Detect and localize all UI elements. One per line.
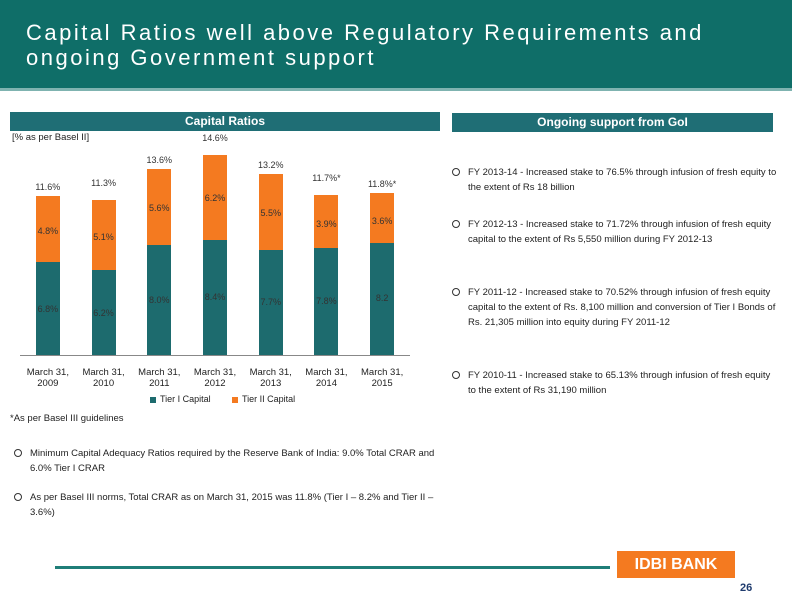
total-label: 13.2% [257,160,284,171]
legend-swatch [150,397,156,403]
bar-segment [203,155,227,240]
legend-swatch [232,397,238,403]
bar-segment [370,242,395,355]
x-tick-label: March 31, 2009 [26,367,69,389]
bullet: As per Basel III norms, Total CRAR as on… [14,490,440,520]
rule [0,88,792,91]
bar-segment [370,193,395,243]
value-label: 4.8% [37,225,59,236]
bar-segment [91,270,116,355]
value-label: 6.8% [37,303,59,314]
value-label: 8.4% [204,291,226,302]
x-tick-label: March 31, 2015 [361,367,404,389]
chart: 6.8% 4.8% 11.6% March 31, 2009 6.2% 5.1% 11.3%… [0,0,450,430]
value-label: 5.5% [260,208,281,219]
value-label: 5.1% [93,231,114,242]
x-tick-label: March 31, 2012 [193,367,237,389]
bullet: FY 2010-11 - Increased stake to 65.13% t… [452,368,778,398]
bar-segment [35,196,60,262]
value-label: 6.2% [93,308,114,319]
total-label: 13.6% [146,154,173,165]
x-tick-label: March 31, 2014 [305,367,348,389]
logo: IDBI BANK [617,551,735,578]
panel-title: Ongoing support from GoI [452,113,773,132]
bar-segment [258,249,283,355]
value-label: 3.9% [316,218,337,229]
x-tick-label: March 31, 2013 [249,367,292,389]
bullet: FY 2011-12 - Increased stake to 70.52% t… [452,285,778,330]
legend-label: Tier II Capital [242,394,296,404]
slide-title: Capital Ratios well above Regulatory Req… [26,20,704,70]
bar-segment [35,261,60,355]
total-label: 11.3% [91,178,116,189]
value-label: 8.2 [375,293,389,304]
total-label: 11.7%* [312,172,341,183]
bar-segment [91,200,116,271]
bar-segment [314,248,339,355]
footnote: *As per Basel III guidelines [10,413,124,424]
bar-segment [147,168,172,246]
footer-line [55,566,610,569]
value-label: 3.6% [371,215,393,226]
value-label: 8.0% [149,294,170,305]
x-tick-label: March 31, 2011 [138,367,181,389]
chart-subtitle: [% as per Basel II] [12,132,90,143]
bar-segment [314,194,339,249]
bullet: FY 2013-14 - Increased stake to 76.5% th… [452,165,778,195]
total-label: 11.8%* [367,179,397,190]
bullet: Minimum Capital Adequacy Ratios required… [14,446,440,476]
value-label: 5.6% [149,203,170,214]
chart-title: Capital Ratios [10,112,440,131]
x-tick-label: March 31, 2010 [82,367,125,389]
bar-segment [258,174,283,250]
legend-label: Tier I Capital [160,394,211,404]
value-label: 7.8% [316,296,337,307]
bar-segment [147,245,172,355]
value-label: 7.7% [260,296,281,307]
bullet: FY 2012-13 - Increased stake to 71.72% t… [452,217,778,247]
value-label: 6.2% [204,193,226,204]
axis-line [20,355,410,356]
total-label: 14.6% [202,133,228,143]
page-number: 26 [740,582,753,594]
bar-segment [203,239,227,355]
total-label: 11.6% [35,182,61,193]
title-bar: Capital Ratios well above Regulatory Req… [0,0,792,88]
